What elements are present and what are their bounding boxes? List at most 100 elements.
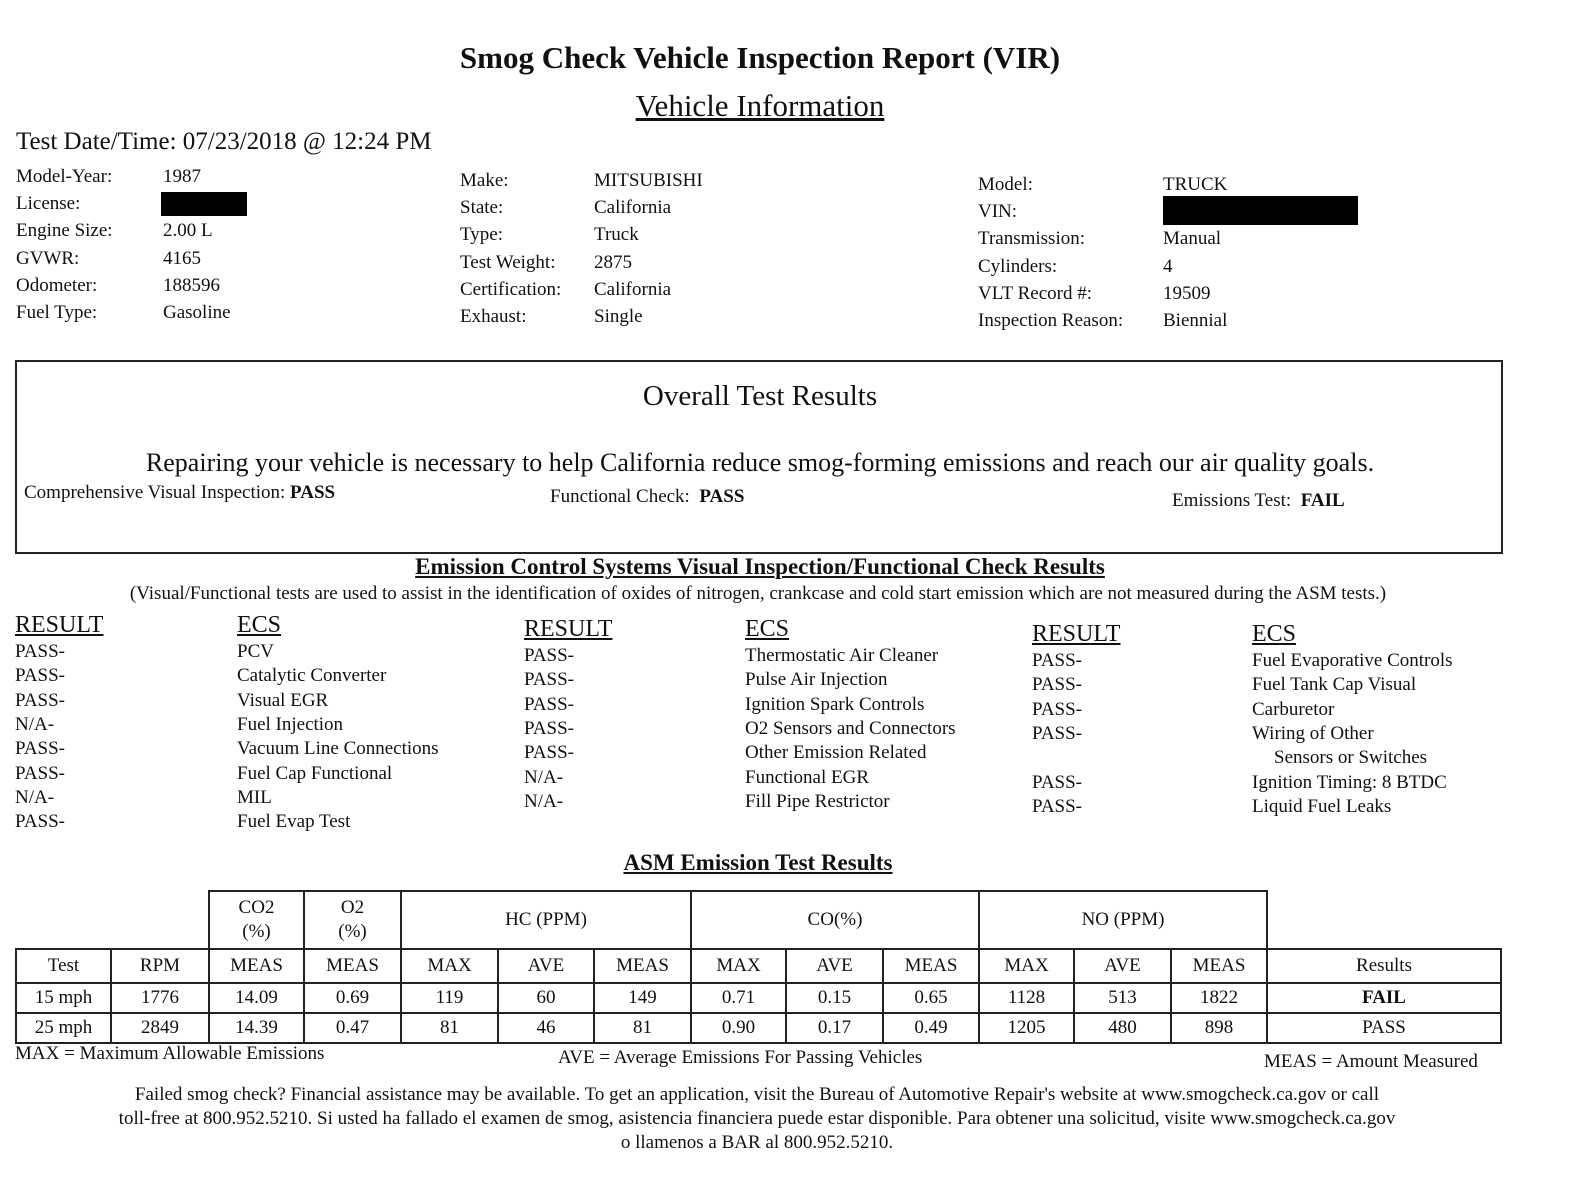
info-label: Model-Year: [16,166,113,187]
ecs-header: ECS [745,616,790,642]
table-cell: 1205 [978,1012,1075,1044]
info-value: Truck [594,224,639,246]
info-label: Exhaust: [460,306,527,327]
co2-header: CO2 (%) [208,890,305,950]
info-value: Biennial [1163,310,1228,331]
info-label: Make: [460,170,509,191]
license-redaction [161,192,247,216]
column-header: AVE [785,948,884,984]
table-cell: 25 mph [15,1012,112,1044]
info-label: GVWR: [16,247,80,269]
info-label: License: [16,193,81,215]
table-cell: 0.90 [690,1012,787,1044]
info-value: Manual [1163,228,1222,250]
footer-line: Failed smog check? Financial assistance … [134,1084,1380,1105]
result-value: PASS- [1032,650,1083,671]
result-value: N/A- [15,713,55,735]
table-cell: 898 [1170,1012,1268,1044]
info-label: VLT Record #: [978,282,1092,304]
result-value: PASS- [15,641,66,662]
column-header: MEAS [208,948,305,984]
section-title-vehicle-information: Vehicle Information [635,88,885,123]
blank [1267,891,1501,949]
info-label: VIN: [978,201,1018,223]
overall-statement: Repairing your vehicle is necessary to h… [145,448,1375,477]
legend-meas: MEAS = Amount Measured [1264,1051,1478,1072]
table-cell: 0.71 [690,982,787,1014]
ecs-item: Carburetor [1252,698,1335,720]
ecs-item: Thermostatic Air Cleaner [745,645,939,666]
result-value: PASS- [524,669,575,691]
table-cell: 0.49 [882,1012,980,1044]
info-value: 2875 [594,251,632,273]
ecs-header: ECS [237,612,282,638]
info-value: TRUCK [1163,174,1228,195]
ecs-item: Pulse Air Injection [745,669,888,691]
table-cell: 513 [1073,982,1172,1014]
result-header: RESULT [15,612,104,638]
info-value: 188596 [163,274,220,296]
column-header: MEAS [303,948,402,984]
result-value: N/A- [524,766,564,788]
table-cell: 46 [497,1012,595,1044]
info-label: Odometer: [16,274,98,296]
ecs-item: Ignition Timing: 8 BTDC [1252,771,1447,793]
result-value: PASS- [1032,722,1083,744]
column-header: AVE [1073,948,1172,984]
info-value: California [594,278,672,300]
column-header: MAX [400,948,499,984]
result-value: PASS- [15,738,66,760]
column-header: MEAS [593,948,692,984]
info-value: California [594,197,672,219]
footer-line: toll-free at 800.952.5210. Si usted ha f… [118,1108,1396,1129]
column-header: Test [15,948,112,984]
table-cell: 14.39 [208,1012,305,1044]
column-header: RPM [110,948,210,984]
no-header: NO (PPM) [978,890,1268,950]
table-cell: 0.65 [882,982,980,1014]
blank [16,891,209,950]
ecs-item: Visual EGR [237,689,329,711]
info-value: MITSUBISHI [594,170,703,191]
ecs-item: Catalytic Converter [237,665,387,687]
table-cell: 14.09 [208,982,305,1014]
column-header: Results [1266,948,1502,984]
legend-ave: AVE = Average Emissions For Passing Vehi… [558,1047,923,1068]
ecs-item: Fill Pipe Restrictor [745,790,890,812]
column-header: MAX [690,948,787,984]
ecs-item: Ignition Spark Controls [745,693,925,715]
result-cell: PASS [1266,1012,1502,1044]
financial-assistance-note: Failed smog check? Financial assistance … [119,1083,1396,1155]
functional-check-result: Functional Check: PASS [550,486,744,508]
info-value: 2.00 L [163,220,213,242]
result-value: N/A- [15,786,55,808]
info-label: Engine Size: [16,220,113,242]
info-label: Certification: [460,278,562,300]
table-cell: 149 [593,982,692,1014]
legend-max: MAX = Maximum Allowable Emissions [15,1043,325,1064]
column-header: MEAS [1170,948,1268,984]
ecs-item: PCV [237,641,274,662]
table-row: 15 mph 1776 14.09 0.69 119 60 149 0.71 0.15 0.65 1… [15,982,1502,1014]
table-cell: 0.15 [785,982,884,1014]
ecs-item: Sensors or Switches [1274,747,1428,769]
co-header: CO(%) [690,890,980,950]
overall-results-box: Overall Test Results Repairing your vehi… [15,360,1503,554]
info-label: Transmission: [978,228,1085,250]
label: Comprehensive Visual Inspection: [24,482,286,503]
table-cell: 1822 [1170,982,1268,1014]
table-cell: 81 [593,1012,692,1044]
table-cell: 119 [400,982,499,1014]
result-value: PASS- [1032,771,1083,793]
result-value: PASS- [524,645,575,666]
report-title: Smog Check Vehicle Inspection Report (VI… [459,40,1061,75]
o2-header: O2 (%) [303,890,402,950]
ecs-item: Fuel Tank Cap Visual [1252,674,1417,696]
table-cell: 1128 [978,982,1075,1014]
result-value: N/A- [524,790,564,812]
table-cell: 1776 [110,982,210,1014]
info-label: Fuel Type: [16,302,98,323]
label: Emissions Test: [1172,490,1292,511]
result-value: PASS- [15,811,66,833]
result-header: RESULT [1032,621,1121,647]
